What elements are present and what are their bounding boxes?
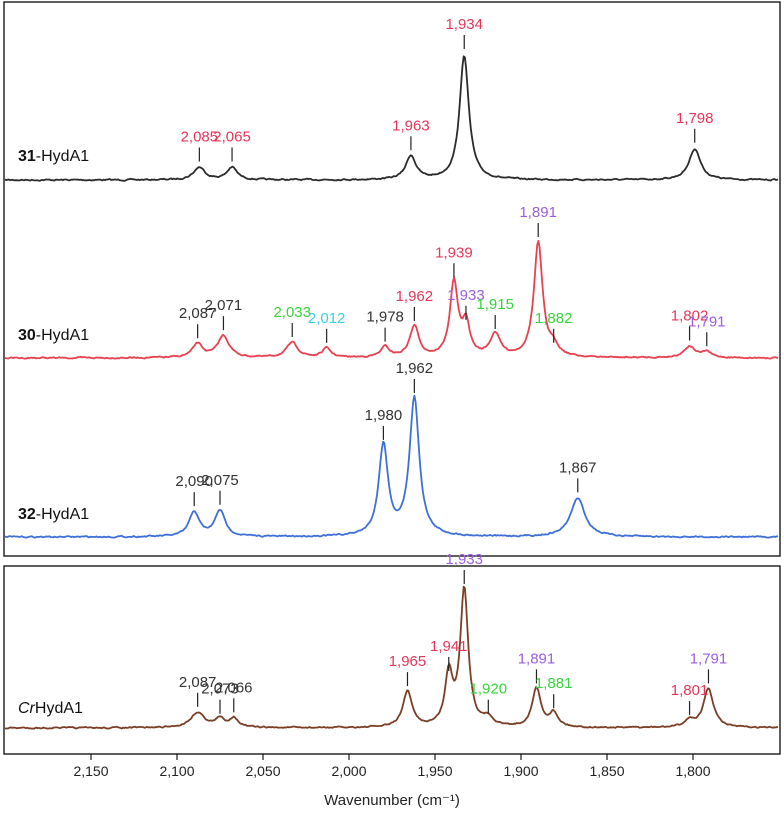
- peak-label: 2,087: [179, 305, 217, 322]
- x-axis-title: Wavenumber (cm⁻¹): [324, 792, 460, 809]
- peak-label: 1,980: [365, 407, 403, 424]
- peak-label: 1,801: [671, 682, 709, 699]
- x-tick-label: 2,050: [245, 763, 280, 779]
- spectra-traces: [4, 55, 779, 730]
- peak-label: 1,963: [392, 117, 430, 134]
- peak-label: 1,962: [396, 288, 434, 305]
- peak-label: 2,075: [201, 472, 239, 489]
- peak-label: 1,933: [445, 551, 483, 568]
- x-tick-label: 2,100: [159, 763, 194, 779]
- peak-label: 2,065: [213, 129, 251, 146]
- spectrum-line-0: [4, 55, 779, 182]
- top-panel-frame: [3, 1, 781, 557]
- bottom-panel-frame: [3, 565, 781, 755]
- series-label: 32-HydA1: [18, 506, 89, 523]
- spectrum-line-2: [4, 394, 779, 539]
- peak-label: 2,087: [179, 674, 217, 691]
- peak-label: 1,920: [470, 681, 508, 698]
- peak-label: 2,066: [215, 679, 253, 696]
- x-tick-label: 1,900: [503, 763, 538, 779]
- peak-label: 2,071: [205, 297, 243, 314]
- peak-label: 1,802: [671, 308, 709, 325]
- peak-label: 1,915: [476, 296, 514, 313]
- peak-label: 1,933: [447, 287, 485, 304]
- series-label-italic: Cr: [18, 700, 36, 717]
- peak-label: 1,882: [535, 310, 573, 327]
- series-label-name: HydA1: [35, 700, 83, 717]
- peak-label: 1,798: [676, 110, 714, 127]
- peak-label: 1,934: [445, 16, 483, 33]
- x-tick-label: 1,950: [417, 763, 452, 779]
- peak-label: 1,941: [430, 638, 468, 655]
- x-tick-label: 1,800: [675, 763, 710, 779]
- peak-label: 2,033: [273, 304, 311, 321]
- x-tick-label: 2,000: [331, 763, 366, 779]
- series-label-number: 31: [18, 148, 36, 165]
- series-label: 30-HydA1: [18, 327, 89, 344]
- peak-label: 1,881: [535, 675, 573, 692]
- peak-label: 1,978: [366, 309, 404, 326]
- peak-label: 1,791: [688, 313, 726, 330]
- peak-label: 1,891: [518, 650, 556, 667]
- peak-label: 2,085: [181, 129, 219, 146]
- peak-label: 2,090: [175, 473, 213, 490]
- x-axis: 2,150 2,100 2,050 2,000 1,950 1,900 1,850 1,800: [73, 754, 711, 779]
- series-label: CrHydA1: [18, 700, 83, 717]
- peak-label: 2,073: [201, 681, 239, 698]
- x-tick-label: 1,850: [589, 763, 624, 779]
- series-label-number: 30: [18, 327, 36, 344]
- series-label: 31-HydA1: [18, 148, 89, 165]
- spectrum-line-3: [4, 585, 779, 730]
- peak-label: 1,791: [690, 650, 728, 667]
- series-label-name: -HydA1: [36, 327, 89, 344]
- series-label-number: 32: [18, 506, 36, 523]
- peak-label: 1,891: [519, 204, 557, 221]
- peak-label: 2,012: [308, 310, 346, 327]
- peak-label: 1,867: [559, 459, 597, 476]
- series-label-name: -HydA1: [36, 506, 89, 523]
- peak-label: 1,962: [396, 360, 434, 377]
- spectrum-line-1: [4, 239, 779, 360]
- peak-label: 1,939: [435, 244, 473, 261]
- series-label-name: -HydA1: [36, 148, 89, 165]
- peak-label: 1,965: [389, 653, 427, 670]
- x-tick-label: 2,150: [73, 763, 108, 779]
- panel-frames: [3, 1, 781, 755]
